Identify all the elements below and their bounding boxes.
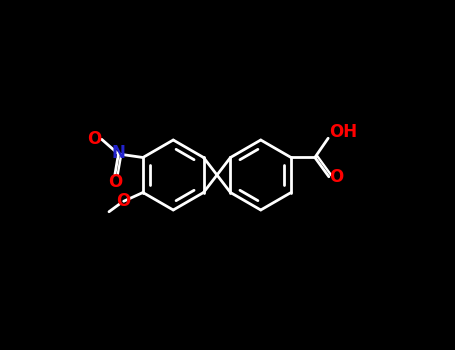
Text: O: O [329,168,344,186]
Text: N: N [111,144,126,162]
Text: O: O [87,130,101,148]
Text: O: O [108,173,122,191]
Text: O: O [116,192,130,210]
Text: OH: OH [329,123,357,141]
